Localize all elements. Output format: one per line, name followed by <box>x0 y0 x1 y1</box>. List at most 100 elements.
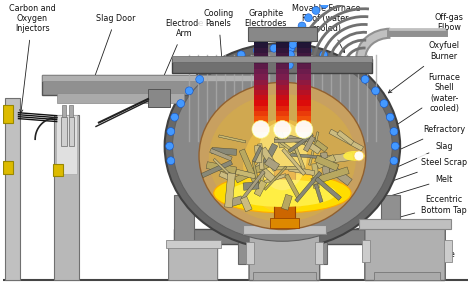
FancyBboxPatch shape <box>275 59 289 64</box>
Circle shape <box>320 1 328 8</box>
FancyBboxPatch shape <box>254 48 268 54</box>
FancyBboxPatch shape <box>172 59 372 74</box>
Circle shape <box>270 44 278 52</box>
FancyBboxPatch shape <box>70 105 73 117</box>
FancyBboxPatch shape <box>275 69 289 75</box>
FancyBboxPatch shape <box>254 90 268 96</box>
FancyBboxPatch shape <box>297 74 311 80</box>
FancyBboxPatch shape <box>254 100 268 106</box>
Circle shape <box>167 128 175 135</box>
Circle shape <box>335 57 343 65</box>
FancyBboxPatch shape <box>206 162 237 174</box>
FancyBboxPatch shape <box>275 127 289 132</box>
Circle shape <box>380 100 388 107</box>
FancyBboxPatch shape <box>248 27 317 41</box>
FancyBboxPatch shape <box>201 160 233 178</box>
Circle shape <box>287 44 295 52</box>
Circle shape <box>304 14 312 22</box>
FancyBboxPatch shape <box>264 174 286 183</box>
FancyBboxPatch shape <box>273 169 295 223</box>
Circle shape <box>386 113 394 121</box>
FancyBboxPatch shape <box>254 116 268 122</box>
Circle shape <box>273 121 291 138</box>
FancyBboxPatch shape <box>282 194 292 210</box>
FancyBboxPatch shape <box>239 149 261 189</box>
FancyBboxPatch shape <box>315 140 328 152</box>
FancyBboxPatch shape <box>275 38 289 44</box>
Circle shape <box>252 121 270 138</box>
FancyBboxPatch shape <box>225 173 236 208</box>
Text: Eccentric
Bottom Tap: Eccentric Bottom Tap <box>319 195 467 240</box>
FancyBboxPatch shape <box>62 105 65 117</box>
FancyBboxPatch shape <box>264 157 280 171</box>
FancyBboxPatch shape <box>297 38 311 44</box>
FancyBboxPatch shape <box>254 69 268 75</box>
Circle shape <box>329 0 337 4</box>
FancyBboxPatch shape <box>304 140 321 154</box>
FancyBboxPatch shape <box>275 95 289 101</box>
FancyBboxPatch shape <box>315 242 323 264</box>
FancyBboxPatch shape <box>275 116 289 122</box>
Circle shape <box>171 113 179 121</box>
Circle shape <box>298 22 306 30</box>
Ellipse shape <box>243 119 322 212</box>
Text: Slag Door: Slag Door <box>90 14 136 89</box>
Text: Melt: Melt <box>345 175 453 210</box>
FancyBboxPatch shape <box>252 146 262 162</box>
Ellipse shape <box>214 173 351 213</box>
FancyBboxPatch shape <box>264 166 287 190</box>
FancyBboxPatch shape <box>243 182 259 190</box>
FancyBboxPatch shape <box>254 111 268 117</box>
Ellipse shape <box>164 43 400 249</box>
FancyBboxPatch shape <box>275 106 289 112</box>
FancyBboxPatch shape <box>249 227 319 281</box>
FancyBboxPatch shape <box>254 162 275 182</box>
FancyBboxPatch shape <box>284 174 300 198</box>
FancyBboxPatch shape <box>239 170 265 202</box>
FancyBboxPatch shape <box>254 79 268 85</box>
FancyBboxPatch shape <box>275 74 289 80</box>
Circle shape <box>372 87 380 95</box>
FancyBboxPatch shape <box>316 154 336 169</box>
FancyBboxPatch shape <box>42 75 268 95</box>
Circle shape <box>295 121 313 138</box>
FancyBboxPatch shape <box>297 64 311 69</box>
FancyBboxPatch shape <box>257 172 265 193</box>
FancyBboxPatch shape <box>254 59 268 64</box>
FancyBboxPatch shape <box>297 100 311 106</box>
FancyBboxPatch shape <box>258 143 278 174</box>
Circle shape <box>303 46 311 54</box>
FancyBboxPatch shape <box>359 219 451 229</box>
FancyBboxPatch shape <box>260 147 279 171</box>
FancyBboxPatch shape <box>297 95 311 101</box>
FancyBboxPatch shape <box>311 167 349 185</box>
FancyBboxPatch shape <box>275 79 289 85</box>
FancyBboxPatch shape <box>297 116 311 122</box>
FancyBboxPatch shape <box>318 153 354 165</box>
FancyBboxPatch shape <box>275 64 289 69</box>
Circle shape <box>196 75 204 83</box>
Text: Refractory: Refractory <box>367 125 465 164</box>
Circle shape <box>254 46 261 54</box>
Ellipse shape <box>199 82 366 230</box>
FancyBboxPatch shape <box>297 85 311 91</box>
FancyBboxPatch shape <box>254 85 268 91</box>
FancyBboxPatch shape <box>213 159 230 175</box>
Circle shape <box>165 142 173 150</box>
FancyBboxPatch shape <box>254 121 268 127</box>
FancyBboxPatch shape <box>444 240 452 262</box>
Circle shape <box>312 6 320 14</box>
FancyBboxPatch shape <box>169 243 218 281</box>
FancyBboxPatch shape <box>297 69 311 75</box>
FancyBboxPatch shape <box>69 117 74 146</box>
Circle shape <box>390 128 398 135</box>
FancyBboxPatch shape <box>329 129 364 151</box>
FancyBboxPatch shape <box>243 225 326 234</box>
FancyBboxPatch shape <box>3 105 13 123</box>
FancyBboxPatch shape <box>275 111 289 117</box>
FancyBboxPatch shape <box>297 79 311 85</box>
FancyBboxPatch shape <box>254 74 268 80</box>
FancyBboxPatch shape <box>219 171 232 181</box>
FancyBboxPatch shape <box>254 127 268 132</box>
FancyBboxPatch shape <box>236 169 256 179</box>
